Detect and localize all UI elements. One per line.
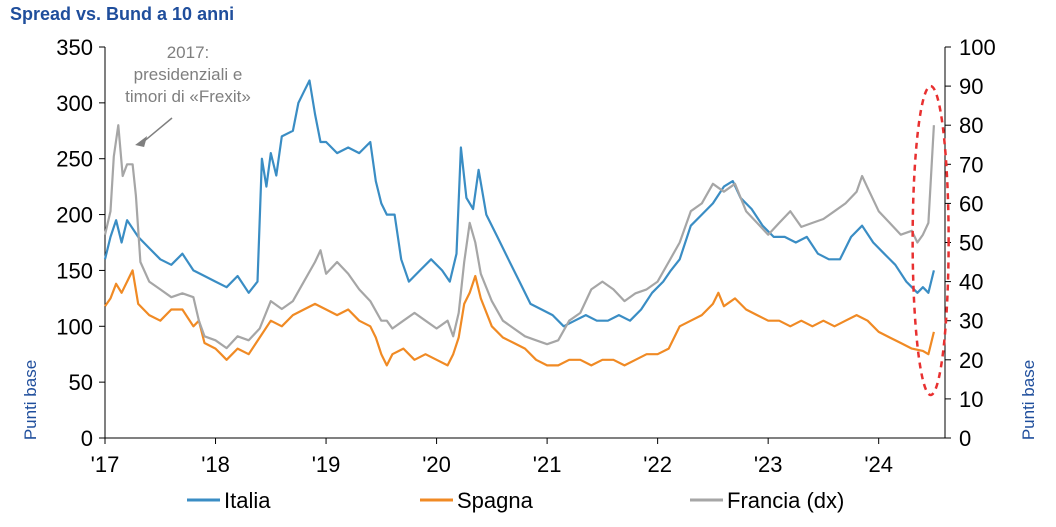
- annotation-arrow: [142, 117, 173, 143]
- y-tick-label-right: 100: [959, 35, 996, 60]
- y-tick-label-right: 60: [959, 191, 983, 216]
- y-tick-label-right: 80: [959, 113, 983, 138]
- series-layer: [103, 79, 935, 367]
- axes-layer: 0 50 100 150 200 250 300 350 0 10 20 30 40 50 60 70 80 90…: [21, 35, 1038, 477]
- y-axis-label-right: Punti base: [1019, 360, 1038, 440]
- x-tick-label: '17: [91, 452, 120, 477]
- annotation-arrowhead: [135, 136, 148, 148]
- y-tick-label-right: 30: [959, 309, 983, 334]
- annotation-layer: 2017: presidenziali e timori di «Frexit»: [125, 43, 950, 397]
- x-tick-label: '20: [422, 452, 451, 477]
- y-tick-label-right: 90: [959, 74, 983, 99]
- x-tick-label: '22: [643, 452, 672, 477]
- y-tick-label-right: 20: [959, 348, 983, 373]
- x-tick-label: '18: [201, 452, 230, 477]
- y-tick-label-right: 50: [959, 231, 983, 256]
- y-tick-label-left: 300: [56, 91, 93, 116]
- x-tick-label: '21: [533, 452, 562, 477]
- annotation-text-line: presidenziali e: [134, 65, 243, 84]
- y-tick-label-left: 350: [56, 35, 93, 60]
- y-tick-label-left: 150: [56, 258, 93, 283]
- y-tick-label-right: 0: [959, 426, 971, 451]
- y-tick-label-left: 250: [56, 147, 93, 172]
- annotation-text-line: timori di «Frexit»: [125, 87, 251, 106]
- y-tick-label-left: 200: [56, 203, 93, 228]
- x-tick-label: '23: [754, 452, 783, 477]
- x-tick-label: '24: [864, 452, 893, 477]
- y-tick-label-right: 40: [959, 270, 983, 295]
- series-line-francia-dx: [103, 124, 935, 350]
- y-axis-label-left: Punti base: [21, 360, 40, 440]
- chart-title: Spread vs. Bund a 10 anni: [10, 4, 235, 24]
- series-line-spagna: [104, 269, 935, 367]
- y-tick-label-left: 50: [69, 370, 93, 395]
- x-tick-label: '19: [312, 452, 341, 477]
- annotation-text-line: 2017:: [167, 43, 210, 62]
- series-line-italia: [103, 79, 935, 328]
- legend-label: Italia: [224, 488, 271, 513]
- highlight-ellipse: [911, 84, 950, 397]
- y-tick-label-left: 100: [56, 314, 93, 339]
- legend-label: Francia (dx): [727, 488, 844, 513]
- y-tick-label-right: 10: [959, 387, 983, 412]
- legend: Italia Spagna Francia (dx): [187, 488, 844, 513]
- y-tick-label-right: 70: [959, 152, 983, 177]
- legend-label: Spagna: [457, 488, 534, 513]
- y-tick-label-left: 0: [81, 426, 93, 451]
